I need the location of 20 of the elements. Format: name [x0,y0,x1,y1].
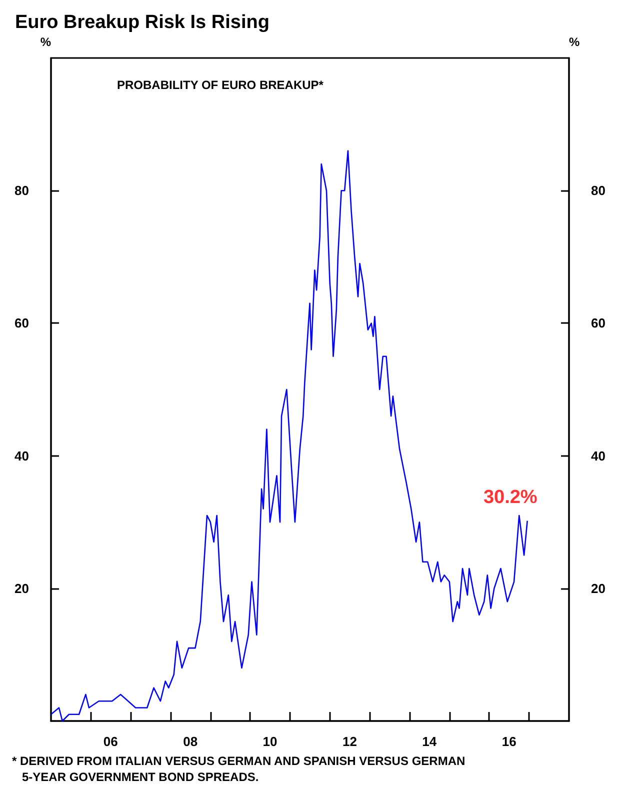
annotation: 30.2% [483,486,538,508]
x-tick-label: 06 [103,734,118,749]
x-tick-label: 14 [422,734,438,749]
y-tick-label: 60 [14,316,29,331]
y-axis-title: % [40,35,52,49]
text: PROBABILITY OF EURO BREAKUP* [117,78,324,92]
y-tick-label: 20 [14,580,29,596]
y-tick-label: 80 [14,183,29,198]
x-tick-label: 16 [502,734,516,749]
x-tick-label: 10 [262,734,278,749]
x-tick-label: 08 [183,734,198,749]
x-tick-label: 12 [342,734,357,749]
text: * DERIVED FROM ITALIAN VERSUS GERMAN AND SPANISH VERSUS GERMAN 5-YEAR GOVERNMENT BOND SPREADS. [12,754,466,784]
y-tick-label: 40 [14,448,29,464]
y2-axis-title: % [569,35,580,49]
y2-tick-label: 40 [591,448,606,464]
y2-tick-label: 20 [591,580,606,596]
chart-title: Euro Breakup Risk Is Rising [15,12,270,33]
y2-tick-label: 80 [591,183,606,198]
y2-tick-label: 60 [591,316,606,331]
